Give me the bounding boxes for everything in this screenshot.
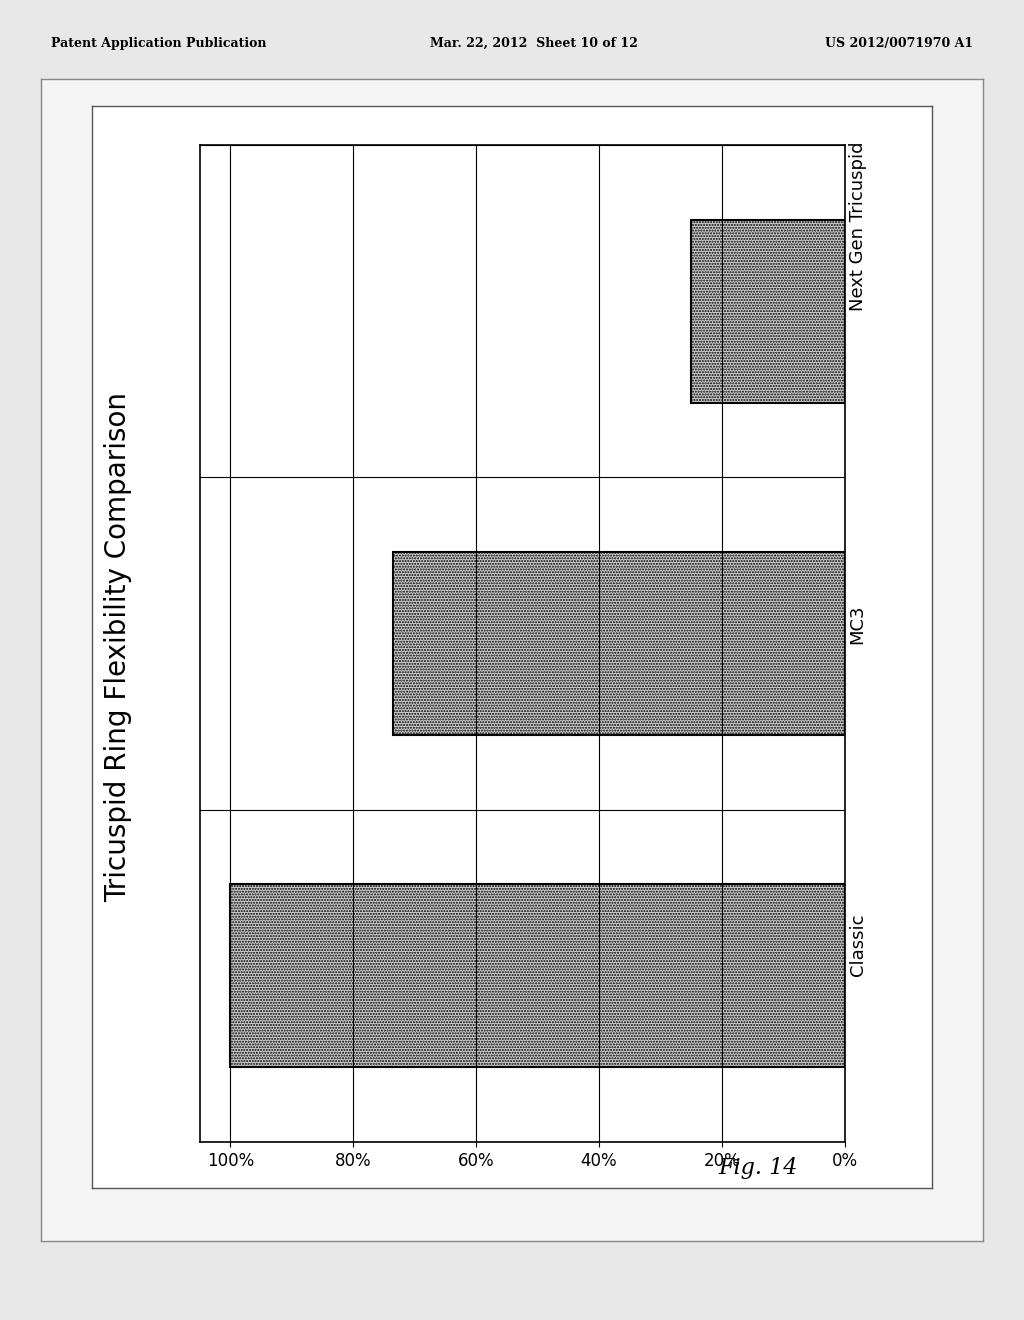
Text: Classic: Classic <box>849 913 866 975</box>
Text: Patent Application Publication: Patent Application Publication <box>51 37 266 50</box>
Text: MC3: MC3 <box>849 605 866 644</box>
Bar <box>691 220 845 403</box>
Text: Fig. 14: Fig. 14 <box>718 1158 798 1179</box>
Bar <box>393 552 845 735</box>
Text: Tricuspid Ring Flexibility Comparison: Tricuspid Ring Flexibility Comparison <box>103 392 132 902</box>
Text: Mar. 22, 2012  Sheet 10 of 12: Mar. 22, 2012 Sheet 10 of 12 <box>430 37 638 50</box>
Bar <box>230 884 845 1067</box>
Text: Next Gen Tricuspid: Next Gen Tricuspid <box>849 141 866 312</box>
Text: US 2012/0071970 A1: US 2012/0071970 A1 <box>824 37 973 50</box>
